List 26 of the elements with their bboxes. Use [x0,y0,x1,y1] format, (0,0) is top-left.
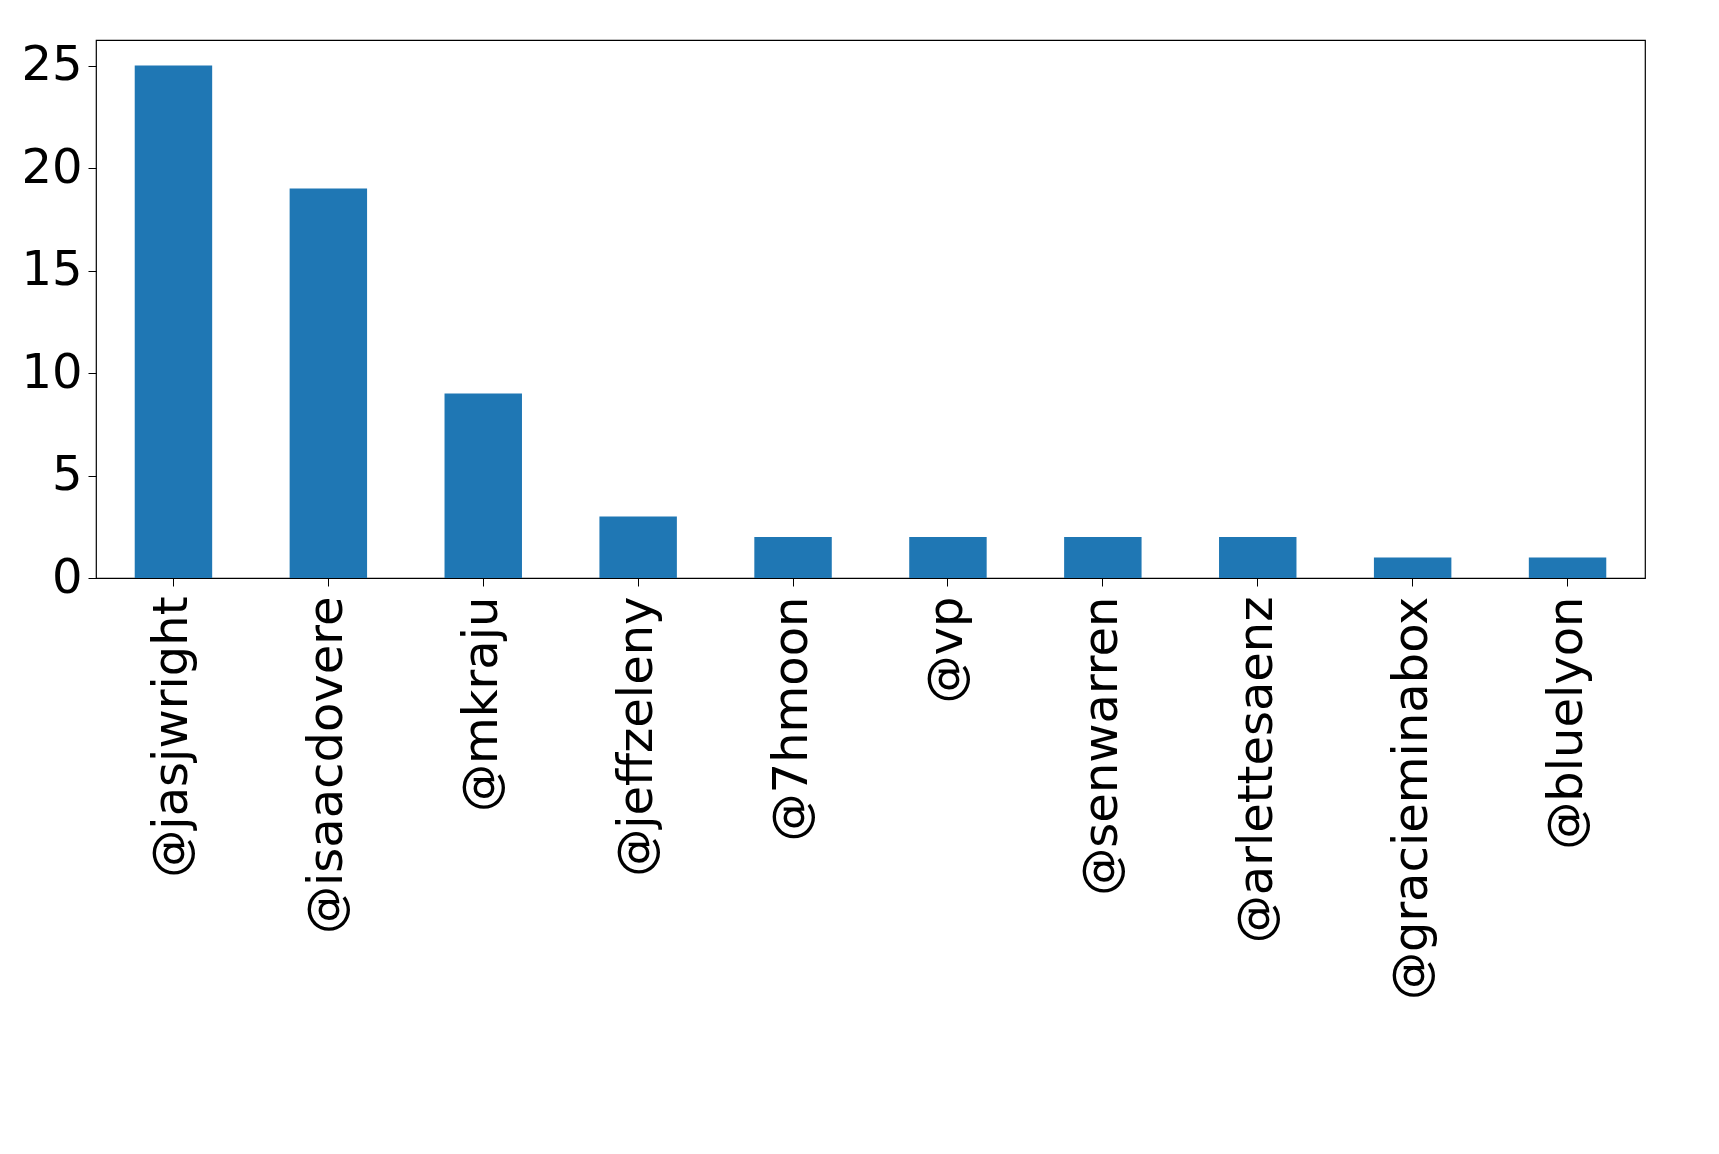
y-tick-label: 15 [21,240,83,297]
y-tick-label: 25 [21,35,83,92]
bar [1528,557,1607,578]
y-tick-label: 0 [51,547,83,604]
x-tick-label: @arlettesaenz [1226,596,1283,944]
bar [1064,537,1142,578]
bar [599,516,677,578]
x-tick-label: @7hmoon [762,596,819,842]
bar [289,188,368,578]
x-tick-label: @mkraju [452,596,509,812]
x-tick-label: @vp [916,596,973,704]
x-tick-label: @isaacdovere [297,596,354,935]
x-tick-label: @bluelyon [1536,596,1593,850]
x-tick-label: @jeffzeleny [607,596,664,877]
bar [1373,557,1452,578]
bar [909,537,987,578]
bar [134,65,213,578]
x-tick-label: @jasjwright [142,596,199,878]
x-tick-label: @senwarren [1071,596,1128,896]
x-tick-label: @gracieminabox [1381,596,1438,1001]
bar [1219,537,1297,578]
y-tick-label: 10 [21,342,83,399]
bar [444,393,522,578]
y-tick-label: 20 [21,137,83,194]
y-tick-label: 5 [51,445,83,502]
bar [754,537,832,578]
